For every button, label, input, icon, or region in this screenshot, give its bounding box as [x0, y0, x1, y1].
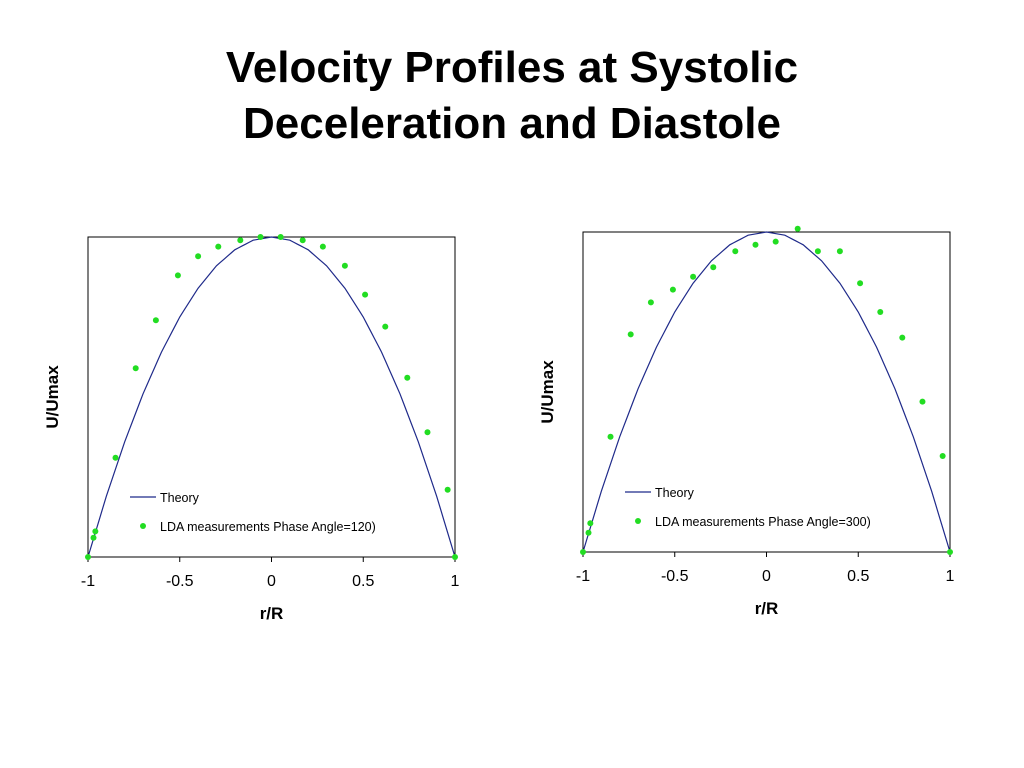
x-tick-label: 0	[267, 573, 276, 590]
lda-data-point	[836, 248, 843, 255]
lda-data-point	[877, 309, 884, 315]
lda-data-point	[424, 429, 431, 436]
lda-data-point	[237, 237, 244, 244]
lda-data-point	[112, 454, 119, 461]
legend-theory-label: Theory	[655, 486, 695, 500]
lda-data-point	[444, 486, 451, 493]
lda-data-point	[152, 317, 159, 324]
x-tick-label: 0	[762, 568, 771, 585]
lda-data-point	[257, 234, 264, 240]
lda-data-point	[362, 291, 369, 298]
velocity-chart-diastole: -1 -0.5 0 0.5 1 r/R U/Umax Theory LDA measuremen…	[525, 220, 975, 635]
lda-data-point	[277, 234, 284, 240]
lda-data-point	[710, 264, 717, 271]
lda-data-point	[794, 225, 801, 232]
legend-lda-swatch	[140, 523, 146, 529]
lda-data-point	[752, 241, 759, 248]
lda-data-point	[174, 272, 181, 279]
x-tick-label: -1	[576, 568, 590, 585]
lda-data-point	[92, 528, 99, 535]
legend-lda-label: LDA measurements Phase Angle=120)	[160, 520, 376, 534]
lda-data-point	[607, 433, 614, 440]
lda-data-point	[452, 554, 458, 560]
lda-data-point	[947, 549, 953, 555]
lda-data-point	[195, 253, 202, 260]
lda-data-point	[585, 529, 592, 536]
lda-data-point	[299, 237, 306, 244]
lda-data-point	[939, 453, 946, 459]
lda-data-point	[647, 299, 654, 306]
lda-data-point	[627, 331, 634, 338]
theory-curve	[87, 236, 456, 558]
lda-data-point	[899, 334, 906, 341]
slide-title: Velocity Profiles at Systolic Decelerati…	[0, 40, 1024, 152]
lda-data-point	[341, 262, 348, 269]
chart-svg-systolic: -1 -0.5 0 0.5 1 r/R U/Umax Theory LDA measuremen…	[43, 234, 460, 623]
lda-data-point	[669, 286, 676, 293]
x-tick-label: -0.5	[166, 573, 194, 590]
lda-data-point	[580, 549, 586, 555]
legend-theory-label: Theory	[160, 491, 200, 505]
lda-data-point	[587, 520, 594, 527]
plot-area-frame	[87, 236, 456, 558]
lda-data-point	[132, 365, 139, 372]
slide-title-line-2: Deceleration and Diastole	[243, 99, 781, 148]
lda-data-point	[319, 243, 326, 250]
lda-data-point	[382, 323, 389, 330]
lda-data-point	[857, 280, 864, 287]
lda-data-point	[814, 248, 821, 255]
lda-data-point	[404, 374, 411, 381]
x-tick-label: 0.5	[847, 568, 869, 585]
theory-curve	[582, 231, 951, 553]
lda-data-point	[215, 243, 222, 250]
x-axis-title: r/R	[260, 604, 284, 623]
lda-data-point	[919, 398, 926, 405]
lda-data-point	[90, 534, 97, 541]
x-tick-label: 1	[946, 568, 955, 585]
legend-lda-label: LDA measurements Phase Angle=300)	[655, 515, 871, 529]
x-axis-title: r/R	[755, 599, 779, 618]
plot-area-frame	[582, 231, 951, 553]
y-axis-title: U/Umax	[538, 360, 557, 424]
lda-data-point	[732, 248, 739, 255]
x-tick-label: 1	[451, 573, 460, 590]
y-axis-title: U/Umax	[43, 365, 62, 429]
x-tick-label: -1	[81, 573, 95, 590]
lda-data-point	[772, 238, 779, 245]
lda-data-point	[690, 273, 697, 280]
x-tick-label: -0.5	[661, 568, 689, 585]
slide-title-line-1: Velocity Profiles at Systolic	[225, 43, 799, 92]
x-tick-label: 0.5	[352, 573, 374, 590]
lda-data-point	[85, 554, 91, 560]
chart-svg-diastole: -1 -0.5 0 0.5 1 r/R U/Umax Theory LDA measuremen…	[538, 225, 955, 618]
legend-lda-swatch	[635, 518, 641, 524]
velocity-chart-systolic: -1 -0.5 0 0.5 1 r/R U/Umax Theory LDA measuremen…	[30, 225, 480, 640]
